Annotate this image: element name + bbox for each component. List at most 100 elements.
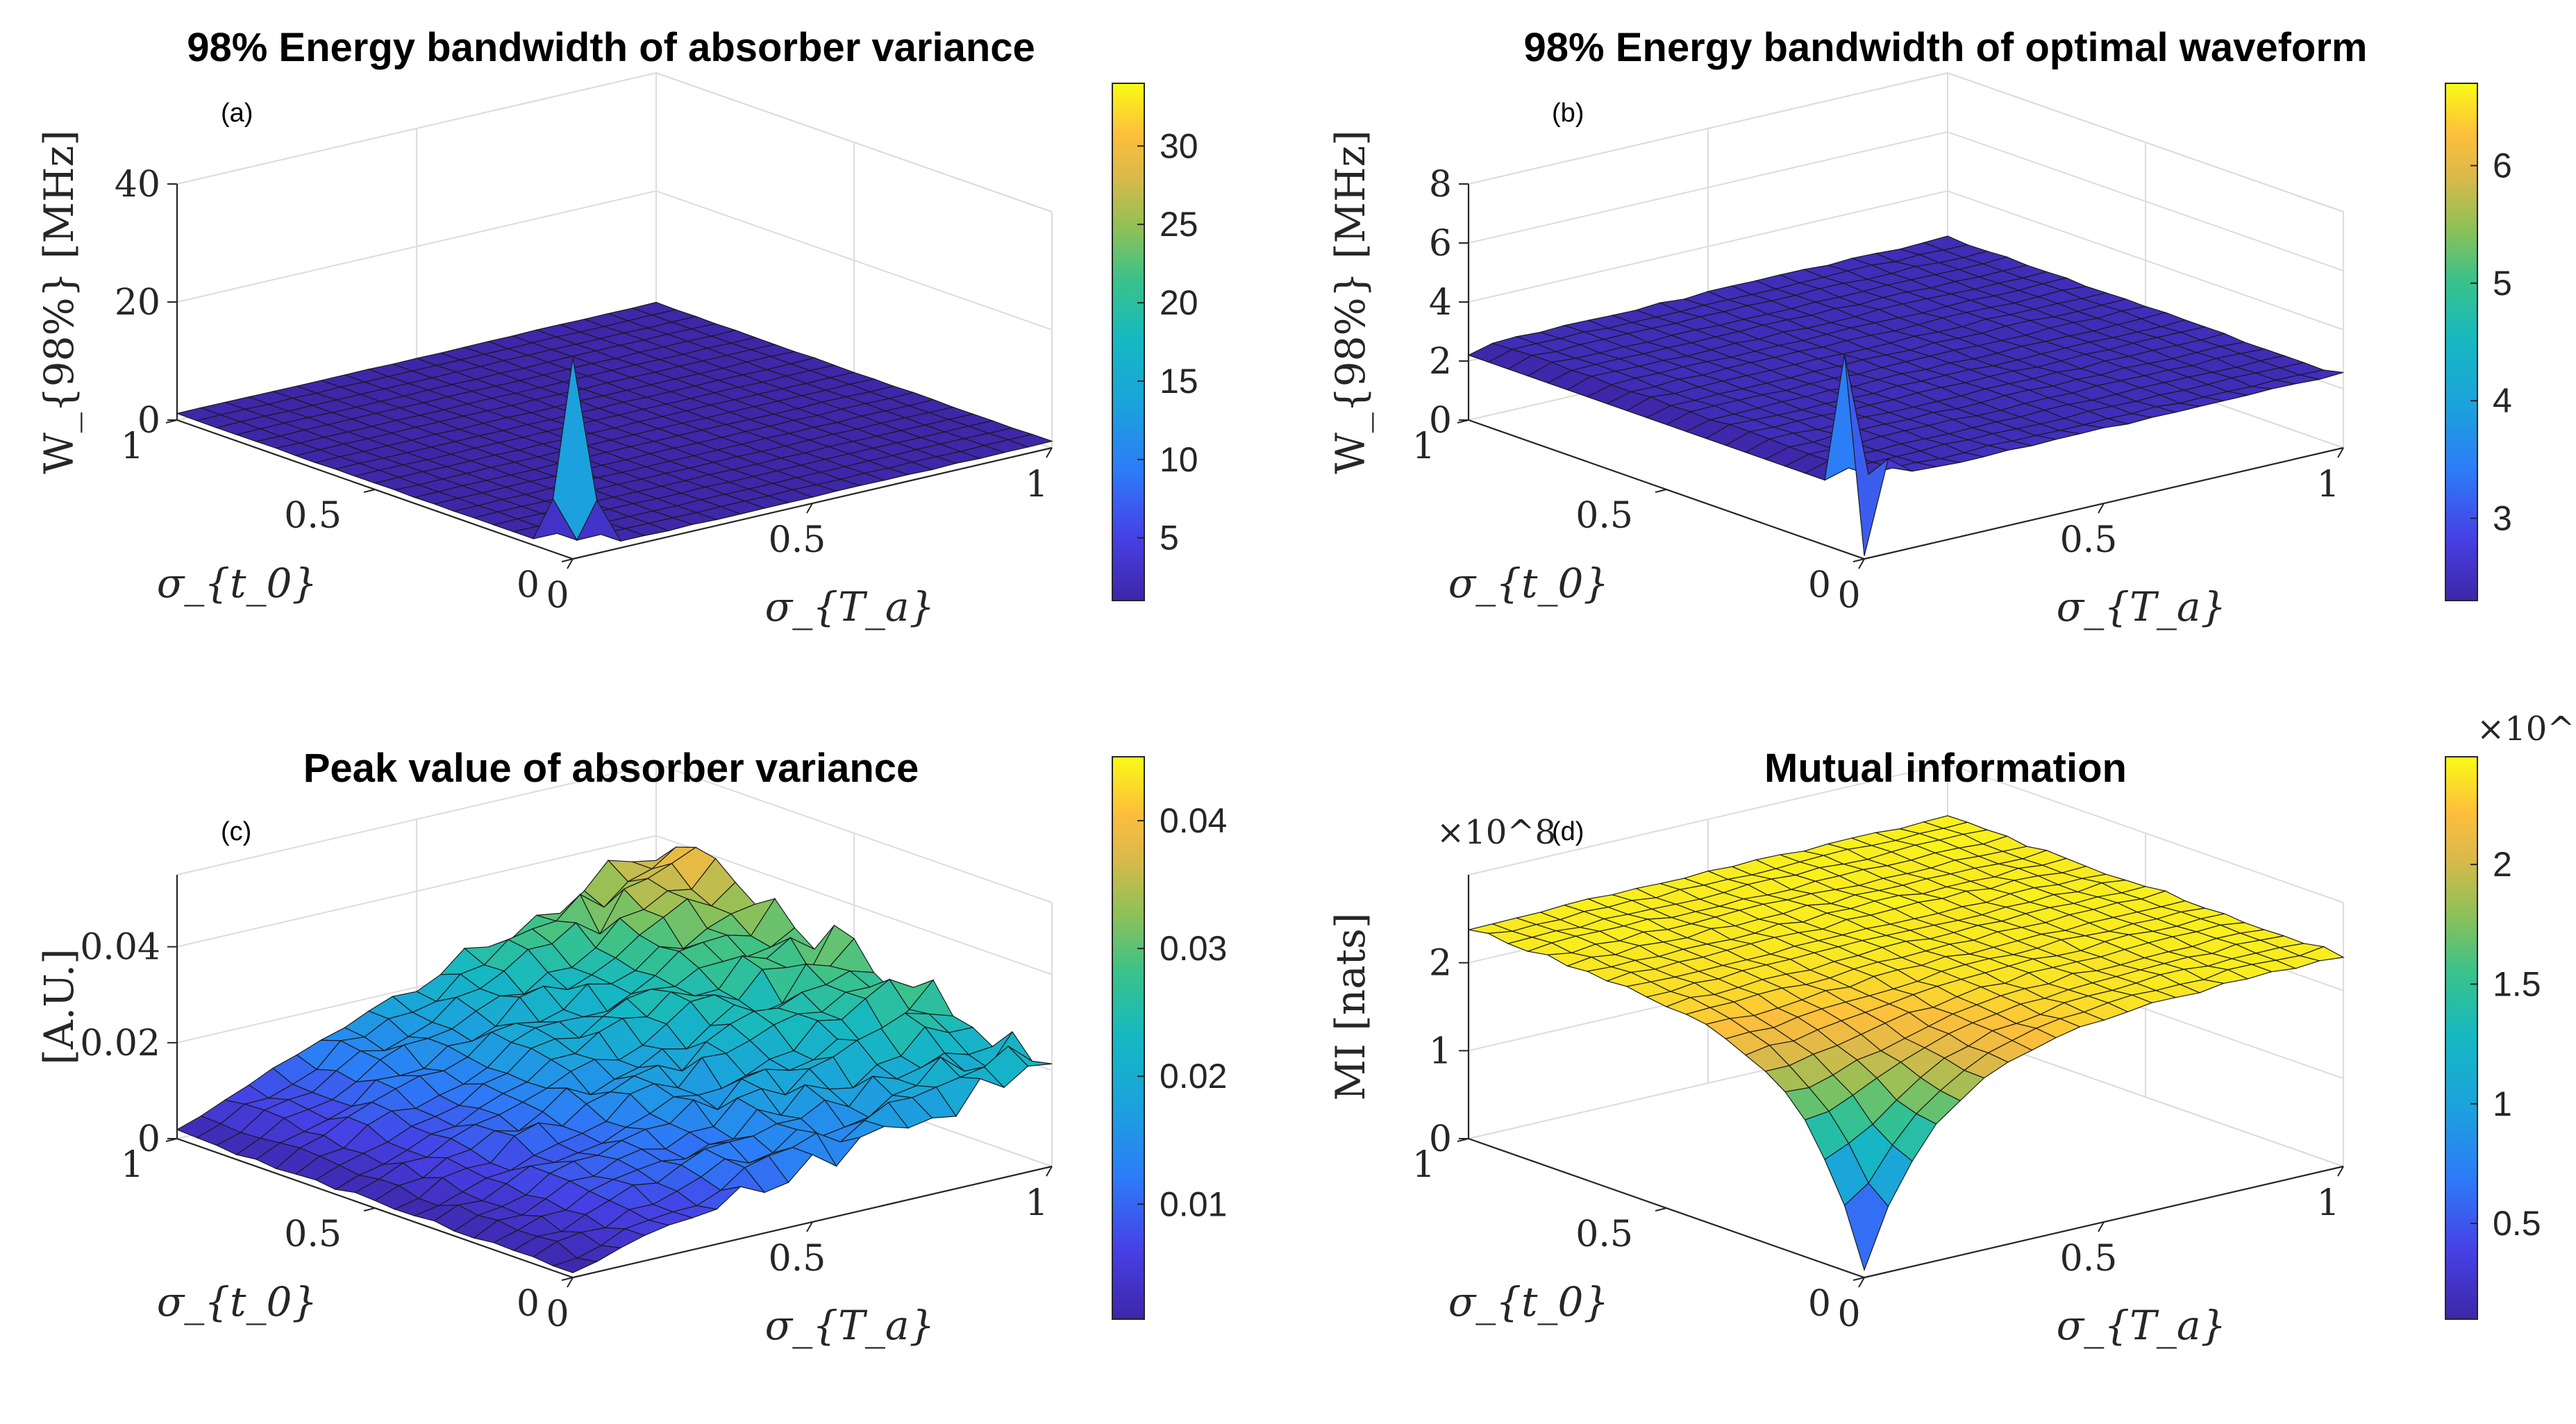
chart-title: 98% Energy bandwidth of absorber varianc… <box>187 25 1035 70</box>
y-tick-label: 0.5 <box>284 495 342 537</box>
y-tick-label: 0.5 <box>1575 495 1633 537</box>
z-tick-label: 0 <box>137 400 160 442</box>
x-tick-label: 1 <box>1025 1182 1048 1224</box>
z-tick-label: 0.02 <box>80 1023 160 1064</box>
z-tick-label: 0.04 <box>80 927 160 969</box>
panel-d-surface <box>1468 815 2345 1271</box>
x-axis-label: σ_{T_a} <box>765 1302 935 1349</box>
panel-b-header: 98% Energy bandwidth of optimal waveform… <box>1524 25 2368 128</box>
colorbar-tick-label: 0.02 <box>1160 1057 1227 1096</box>
colorbar-tick-label: 2 <box>2493 845 2512 884</box>
chart-title: Peak value of absorber variance <box>303 746 919 791</box>
colorbar-tick-label: 4 <box>2493 381 2512 420</box>
colorbar-tick-label: 30 <box>1160 126 1198 165</box>
colorbar-tick-label: 3 <box>2493 499 2512 537</box>
panel-a-colorbar: 5 10 15 20 25 30 <box>1112 83 1198 601</box>
colorbar-tick-label: 10 <box>1160 440 1198 479</box>
x-tick-label: 0 <box>1837 575 1860 617</box>
panel-label: (c) <box>221 817 251 846</box>
colorbar-tick-label: 1.5 <box>2493 964 2541 1003</box>
colorbar-tick-label: 5 <box>1160 519 1179 558</box>
x-axis-label: σ_{T_a} <box>2057 583 2227 630</box>
z-axis-label: W_{98%} [MHz] <box>1327 130 1374 474</box>
y-tick-label: 0 <box>1808 564 1831 606</box>
x-tick-label: 0.5 <box>769 519 826 561</box>
x-tick-label: 1 <box>2316 464 2339 505</box>
z-tick-label: 2 <box>1429 943 1452 985</box>
panel-a-surface <box>175 301 1054 542</box>
colorbar-gradient <box>2445 757 2477 1319</box>
colorbar-tick-label: 0.01 <box>1160 1184 1227 1223</box>
x-tick-label: 0.5 <box>2060 519 2118 561</box>
y-axis-label: σ_{t_0} <box>1448 560 1609 607</box>
colorbar-tick-label: 6 <box>2493 146 2512 185</box>
x-axis-label: σ_{T_a} <box>2057 1302 2227 1349</box>
colorbar-gradient <box>1112 83 1144 601</box>
colorbar-tick-label: 0.5 <box>2493 1204 2541 1243</box>
x-tick-label: 1 <box>2316 1182 2339 1224</box>
panel-label: (a) <box>221 99 253 128</box>
colorbar-frame <box>1112 756 1145 1320</box>
surface-patch <box>1843 354 1889 556</box>
colorbar-tick-label: 15 <box>1160 362 1198 401</box>
y-tick-label: 1 <box>1412 426 1435 467</box>
z-tick-label: 8 <box>1429 164 1452 206</box>
z-tick-label: 0 <box>137 1119 160 1160</box>
colorbar-gradient <box>2445 83 2477 601</box>
colorbar-frame <box>2445 83 2478 601</box>
panel-a-header: 98% Energy bandwidth of absorber varianc… <box>187 25 1035 128</box>
chart-title: Mutual information <box>1764 746 2127 791</box>
z-tick-label: 20 <box>115 282 160 324</box>
y-tick-label: 0.5 <box>1575 1214 1633 1255</box>
y-tick-label: 0 <box>517 1283 540 1325</box>
x-tick-label: 1 <box>1025 464 1048 505</box>
z-tick-label: 4 <box>1429 282 1452 324</box>
z-tick-label: 40 <box>115 164 160 206</box>
colorbar-gradient <box>1112 757 1144 1319</box>
z-tick-label: 2 <box>1429 341 1452 383</box>
z-tick-label: 0 <box>1429 1119 1452 1160</box>
colorbar-exponent-label: ×10^8 <box>2477 710 2576 748</box>
z-tick-label: 6 <box>1429 223 1452 265</box>
y-axis-label: σ_{t_0} <box>157 1278 318 1325</box>
y-tick-label: 0 <box>517 564 540 606</box>
panel-c-surface <box>176 846 1053 1273</box>
z-tick-label: 1 <box>1429 1030 1452 1072</box>
y-tick-label: 0 <box>1808 1283 1831 1325</box>
x-tick-label: 0 <box>1837 1293 1860 1335</box>
x-tick-label: 0.5 <box>769 1238 826 1280</box>
panel-label: (d) <box>1552 817 1584 846</box>
z-axis-label: MI [nats] <box>1327 913 1374 1101</box>
x-axis-label: σ_{T_a} <box>765 583 935 630</box>
colorbar-frame <box>2445 756 2478 1320</box>
z-exponent-label: ×10^8 <box>1437 813 1556 852</box>
panel-b-surface <box>1467 235 2344 556</box>
x-tick-label: 0 <box>546 1293 569 1335</box>
y-tick-label: 1 <box>121 426 144 467</box>
colorbar-tick-label: 0.04 <box>1160 801 1227 840</box>
colorbar-frame <box>1112 83 1145 601</box>
panel-c-header: Peak value of absorber variance (c) <box>221 746 919 846</box>
y-axis-label: σ_{t_0} <box>1448 1278 1609 1325</box>
colorbar-tick-label: 0.03 <box>1160 929 1227 968</box>
colorbar-tick-label: 25 <box>1160 205 1198 244</box>
panel-c: 00.5100.5100.020.04σ_{T_a}σ_{t_0}[A.U.]P… <box>35 746 1227 1349</box>
panel-d-header: Mutual information (d) <box>1552 746 2127 846</box>
z-axis-label: W_{98%} [MHz] <box>35 130 83 474</box>
y-axis-label: σ_{t_0} <box>157 560 318 607</box>
chart-title: 98% Energy bandwidth of optimal waveform <box>1524 25 2368 70</box>
panel-d-colorbar: 0.5 1 1.5 2 ×10^8 <box>2445 710 2576 1320</box>
panel-label: (b) <box>1552 99 1584 128</box>
x-tick-label: 0.5 <box>2060 1238 2118 1280</box>
panel-b-colorbar: 3 4 5 6 <box>2445 83 2512 601</box>
z-axis-label: [A.U.] <box>35 948 83 1065</box>
y-tick-label: 1 <box>121 1144 144 1186</box>
y-tick-label: 0.5 <box>284 1214 342 1255</box>
